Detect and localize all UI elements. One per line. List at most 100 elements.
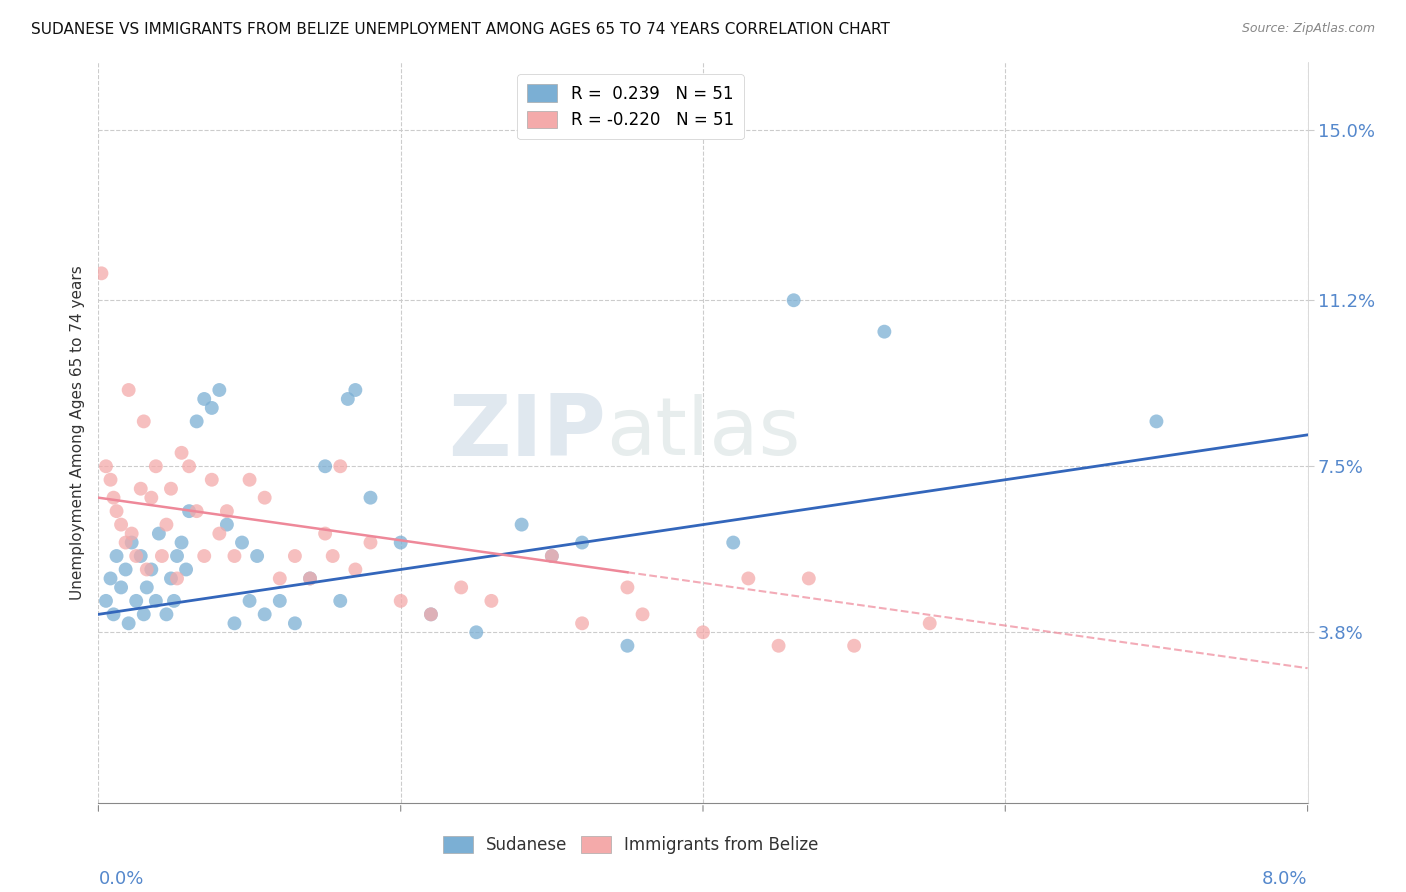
Point <box>616 639 638 653</box>
Point <box>314 459 336 474</box>
Point <box>540 549 562 563</box>
Point <box>208 526 231 541</box>
Point <box>360 535 382 549</box>
Point <box>631 607 654 622</box>
Point <box>269 594 291 608</box>
Point <box>768 639 790 653</box>
Point <box>103 607 125 622</box>
Point <box>160 482 183 496</box>
Point <box>284 549 307 563</box>
Point <box>105 504 128 518</box>
Point <box>1146 414 1168 428</box>
Point <box>737 571 759 585</box>
Point <box>141 491 163 505</box>
Point <box>118 616 141 631</box>
Point <box>160 571 183 585</box>
Point <box>329 459 352 474</box>
Point <box>141 562 163 576</box>
Point <box>723 535 745 549</box>
Point <box>314 526 336 541</box>
Point <box>420 607 443 622</box>
Point <box>299 571 322 585</box>
Point <box>465 625 488 640</box>
Point <box>284 616 307 631</box>
Point <box>253 491 276 505</box>
Point <box>360 491 382 505</box>
Point <box>118 383 141 397</box>
Text: atlas: atlas <box>606 393 800 472</box>
Point <box>170 535 193 549</box>
Point <box>239 594 262 608</box>
Point <box>215 517 238 532</box>
Point <box>201 401 224 415</box>
Text: 0.0%: 0.0% <box>98 870 143 888</box>
Point <box>344 562 367 576</box>
Text: Source: ZipAtlas.com: Source: ZipAtlas.com <box>1241 22 1375 36</box>
Point <box>224 616 246 631</box>
Point <box>125 549 148 563</box>
Point <box>129 482 152 496</box>
Point <box>121 526 143 541</box>
Legend: Sudanese, Immigrants from Belize: Sudanese, Immigrants from Belize <box>436 830 825 861</box>
Point <box>166 571 188 585</box>
Point <box>155 517 177 532</box>
Point <box>186 414 208 428</box>
Point <box>344 383 367 397</box>
Point <box>692 625 714 640</box>
Point <box>132 414 155 428</box>
Point <box>269 571 291 585</box>
Point <box>163 594 186 608</box>
Point <box>103 491 125 505</box>
Point <box>100 473 122 487</box>
Point <box>105 549 128 563</box>
Point <box>179 459 201 474</box>
Point <box>253 607 276 622</box>
Point <box>481 594 503 608</box>
Point <box>186 504 208 518</box>
Point <box>231 535 253 549</box>
Point <box>616 581 638 595</box>
Point <box>336 392 359 406</box>
Point <box>90 266 112 280</box>
Point <box>873 325 896 339</box>
Point <box>94 459 117 474</box>
Point <box>797 571 820 585</box>
Point <box>148 526 170 541</box>
Point <box>193 392 215 406</box>
Point <box>135 562 157 576</box>
Y-axis label: Unemployment Among Ages 65 to 74 years: Unemployment Among Ages 65 to 74 years <box>69 265 84 600</box>
Point <box>135 581 157 595</box>
Point <box>389 535 412 549</box>
Point <box>110 581 132 595</box>
Point <box>114 535 136 549</box>
Point <box>125 594 148 608</box>
Point <box>571 616 593 631</box>
Point <box>571 535 593 549</box>
Point <box>322 549 344 563</box>
Point <box>129 549 152 563</box>
Point <box>540 549 562 563</box>
Point <box>208 383 231 397</box>
Point <box>918 616 941 631</box>
Point <box>844 639 866 653</box>
Point <box>224 549 246 563</box>
Point <box>94 594 117 608</box>
Point <box>193 549 215 563</box>
Point <box>239 473 262 487</box>
Point <box>170 446 193 460</box>
Point <box>114 562 136 576</box>
Point <box>450 581 472 595</box>
Point <box>100 571 122 585</box>
Point <box>782 293 804 308</box>
Point <box>215 504 238 518</box>
Point <box>145 459 167 474</box>
Point <box>174 562 197 576</box>
Text: 8.0%: 8.0% <box>1263 870 1308 888</box>
Text: SUDANESE VS IMMIGRANTS FROM BELIZE UNEMPLOYMENT AMONG AGES 65 TO 74 YEARS CORREL: SUDANESE VS IMMIGRANTS FROM BELIZE UNEMP… <box>31 22 890 37</box>
Point <box>121 535 143 549</box>
Text: ZIP: ZIP <box>449 391 606 475</box>
Point <box>110 517 132 532</box>
Point <box>201 473 224 487</box>
Point <box>246 549 269 563</box>
Point <box>510 517 533 532</box>
